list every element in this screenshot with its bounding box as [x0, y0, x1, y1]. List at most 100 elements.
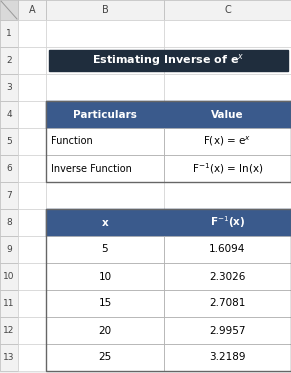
- Bar: [18, 0, 46, 20]
- Bar: [18, 182, 46, 209]
- Bar: [0, 317, 18, 344]
- Bar: [46, 155, 164, 182]
- Bar: [18, 236, 46, 263]
- Text: 3: 3: [6, 83, 12, 92]
- Bar: [0, 0, 18, 20]
- Bar: [46, 0, 164, 20]
- Bar: [18, 209, 46, 236]
- Bar: [46, 209, 164, 236]
- Bar: [0, 101, 18, 128]
- Bar: [164, 155, 291, 182]
- Bar: [0, 155, 18, 182]
- Bar: [46, 236, 164, 263]
- Text: 1: 1: [6, 29, 12, 38]
- Bar: [164, 182, 291, 209]
- Text: Function: Function: [51, 137, 93, 147]
- Text: A: A: [29, 5, 35, 15]
- Text: F$^{-1}$(x): F$^{-1}$(x): [210, 214, 245, 231]
- Bar: [46, 263, 164, 290]
- Text: 10: 10: [3, 272, 15, 281]
- Bar: [18, 47, 46, 74]
- Bar: [46, 101, 164, 128]
- Bar: [0, 128, 18, 155]
- Bar: [164, 47, 291, 74]
- Bar: [164, 74, 291, 101]
- Bar: [18, 20, 46, 47]
- Bar: [46, 209, 164, 236]
- Bar: [164, 236, 291, 263]
- Text: Particulars: Particulars: [73, 110, 137, 119]
- Bar: [164, 344, 291, 371]
- Text: Inverse Function: Inverse Function: [51, 163, 132, 173]
- Bar: [164, 344, 291, 371]
- Bar: [164, 155, 291, 182]
- Text: 6: 6: [6, 164, 12, 173]
- Bar: [46, 317, 164, 344]
- Bar: [46, 128, 164, 155]
- Text: 2.3026: 2.3026: [209, 272, 246, 282]
- Bar: [18, 344, 46, 371]
- Bar: [0, 290, 18, 317]
- Text: 1.6094: 1.6094: [209, 244, 246, 254]
- Text: 20: 20: [98, 326, 111, 335]
- Bar: [46, 317, 164, 344]
- Text: F$^{-1}$(x) = ln(x): F$^{-1}$(x) = ln(x): [192, 161, 263, 176]
- Bar: [46, 101, 291, 182]
- Text: 12: 12: [3, 326, 15, 335]
- Text: F(x) = e$^x$: F(x) = e$^x$: [203, 135, 252, 148]
- Bar: [18, 317, 46, 344]
- Bar: [164, 290, 291, 317]
- Text: 13: 13: [3, 353, 15, 362]
- Bar: [46, 236, 164, 263]
- Bar: [18, 101, 46, 128]
- Bar: [46, 290, 164, 317]
- Bar: [0, 209, 18, 236]
- Bar: [46, 20, 164, 47]
- Bar: [46, 101, 164, 128]
- Bar: [164, 317, 291, 344]
- Text: 8: 8: [6, 218, 12, 227]
- Bar: [18, 290, 46, 317]
- Text: 2.9957: 2.9957: [209, 326, 246, 335]
- Bar: [18, 128, 46, 155]
- Bar: [18, 155, 46, 182]
- Bar: [164, 263, 291, 290]
- Bar: [164, 263, 291, 290]
- Bar: [46, 155, 164, 182]
- Text: 15: 15: [98, 298, 112, 308]
- Bar: [18, 263, 46, 290]
- Bar: [164, 209, 291, 236]
- Bar: [0, 263, 18, 290]
- Bar: [0, 236, 18, 263]
- Bar: [18, 74, 46, 101]
- Text: Value: Value: [211, 110, 244, 119]
- Text: 3.2189: 3.2189: [209, 352, 246, 363]
- Bar: [0, 20, 18, 47]
- Bar: [164, 101, 291, 128]
- Bar: [46, 74, 164, 101]
- Bar: [46, 47, 164, 74]
- Bar: [46, 344, 164, 371]
- Bar: [49, 50, 288, 71]
- Text: 11: 11: [3, 299, 15, 308]
- Text: 2: 2: [6, 56, 12, 65]
- Bar: [164, 209, 291, 236]
- Bar: [0, 74, 18, 101]
- Bar: [46, 263, 164, 290]
- Bar: [164, 128, 291, 155]
- Bar: [0, 182, 18, 209]
- Bar: [164, 290, 291, 317]
- Bar: [46, 209, 291, 371]
- Bar: [164, 236, 291, 263]
- Bar: [164, 0, 291, 20]
- Bar: [164, 101, 291, 128]
- Text: 10: 10: [98, 272, 111, 282]
- Text: Estimating Inverse of e$^x$: Estimating Inverse of e$^x$: [92, 53, 245, 69]
- Text: x: x: [102, 217, 108, 228]
- Bar: [0, 371, 291, 373]
- Bar: [164, 128, 291, 155]
- Bar: [46, 290, 164, 317]
- Bar: [46, 182, 164, 209]
- Text: B: B: [102, 5, 108, 15]
- Bar: [46, 128, 164, 155]
